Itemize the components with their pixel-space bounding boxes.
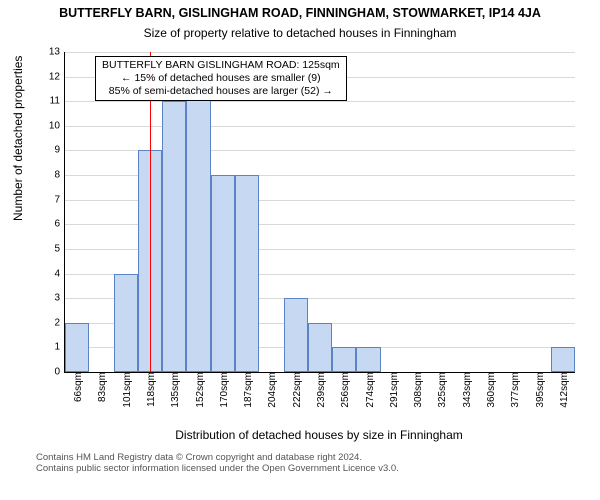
annotation-line: 85% of semi-detached houses are larger (… (102, 85, 340, 98)
y-tick-label: 4 (54, 268, 65, 279)
y-tick-label: 7 (54, 194, 65, 205)
histogram-bar (211, 175, 235, 372)
y-tick-label: 3 (54, 293, 65, 304)
x-tick-label: 343sqm (459, 372, 473, 408)
y-tick-label: 9 (54, 145, 65, 156)
x-tick-label: 325sqm (434, 372, 448, 408)
footer-line-1: Contains HM Land Registry data © Crown c… (36, 452, 399, 463)
y-tick-label: 1 (54, 342, 65, 353)
annotation-line: ← 15% of detached houses are smaller (9) (102, 72, 340, 85)
histogram-bar (114, 274, 138, 372)
x-tick-label: 239sqm (313, 372, 327, 408)
chart-title: BUTTERFLY BARN, GISLINGHAM ROAD, FINNING… (0, 6, 600, 20)
x-tick-label: 152sqm (192, 372, 206, 408)
x-tick-label: 412sqm (556, 372, 570, 408)
x-tick-label: 256sqm (337, 372, 351, 408)
histogram-bar (284, 298, 308, 372)
annotation-line: BUTTERFLY BARN GISLINGHAM ROAD: 125sqm (102, 59, 340, 72)
gridline (65, 126, 575, 127)
y-tick-label: 12 (49, 71, 65, 82)
x-tick-label: 83sqm (94, 372, 108, 402)
histogram-bar (308, 323, 332, 372)
x-tick-label: 66sqm (70, 372, 84, 402)
x-tick-label: 170sqm (216, 372, 230, 408)
y-tick-label: 13 (49, 47, 65, 58)
y-tick-label: 5 (54, 243, 65, 254)
x-tick-label: 395sqm (532, 372, 546, 408)
y-tick-label: 11 (50, 96, 65, 107)
y-tick-label: 6 (54, 219, 65, 230)
x-tick-label: 291sqm (386, 372, 400, 408)
histogram-bar (65, 323, 89, 372)
x-tick-label: 222sqm (289, 372, 303, 408)
y-axis-label: Number of detached properties (11, 201, 25, 221)
gridline (65, 52, 575, 53)
y-tick-label: 10 (49, 120, 65, 131)
footer-line-2: Contains public sector information licen… (36, 463, 399, 474)
y-tick-label: 2 (54, 317, 65, 328)
x-tick-label: 118sqm (143, 372, 157, 407)
annotation-box: BUTTERFLY BARN GISLINGHAM ROAD: 125sqm← … (95, 56, 347, 101)
histogram-bar (356, 347, 380, 372)
histogram-bar (235, 175, 259, 372)
x-axis-label: Distribution of detached houses by size … (64, 428, 574, 442)
y-tick-label: 8 (54, 170, 65, 181)
x-tick-label: 360sqm (483, 372, 497, 408)
histogram-bar (162, 101, 186, 372)
x-tick-label: 101sqm (119, 372, 133, 408)
footer-attribution: Contains HM Land Registry data © Crown c… (36, 452, 399, 475)
plot-area: 01234567891011121366sqm83sqm101sqm118sqm… (64, 52, 575, 373)
x-tick-label: 274sqm (362, 372, 376, 408)
histogram-bar (186, 77, 210, 372)
chart-subtitle: Size of property relative to detached ho… (0, 26, 600, 40)
histogram-bar (551, 347, 575, 372)
x-tick-label: 135sqm (167, 372, 181, 408)
x-tick-label: 187sqm (240, 372, 254, 408)
x-tick-label: 204sqm (264, 372, 278, 408)
x-tick-label: 308sqm (410, 372, 424, 408)
histogram-bar (332, 347, 356, 372)
x-tick-label: 377sqm (507, 372, 521, 408)
chart-container: BUTTERFLY BARN, GISLINGHAM ROAD, FINNING… (0, 0, 600, 500)
y-tick-label: 0 (54, 367, 65, 378)
